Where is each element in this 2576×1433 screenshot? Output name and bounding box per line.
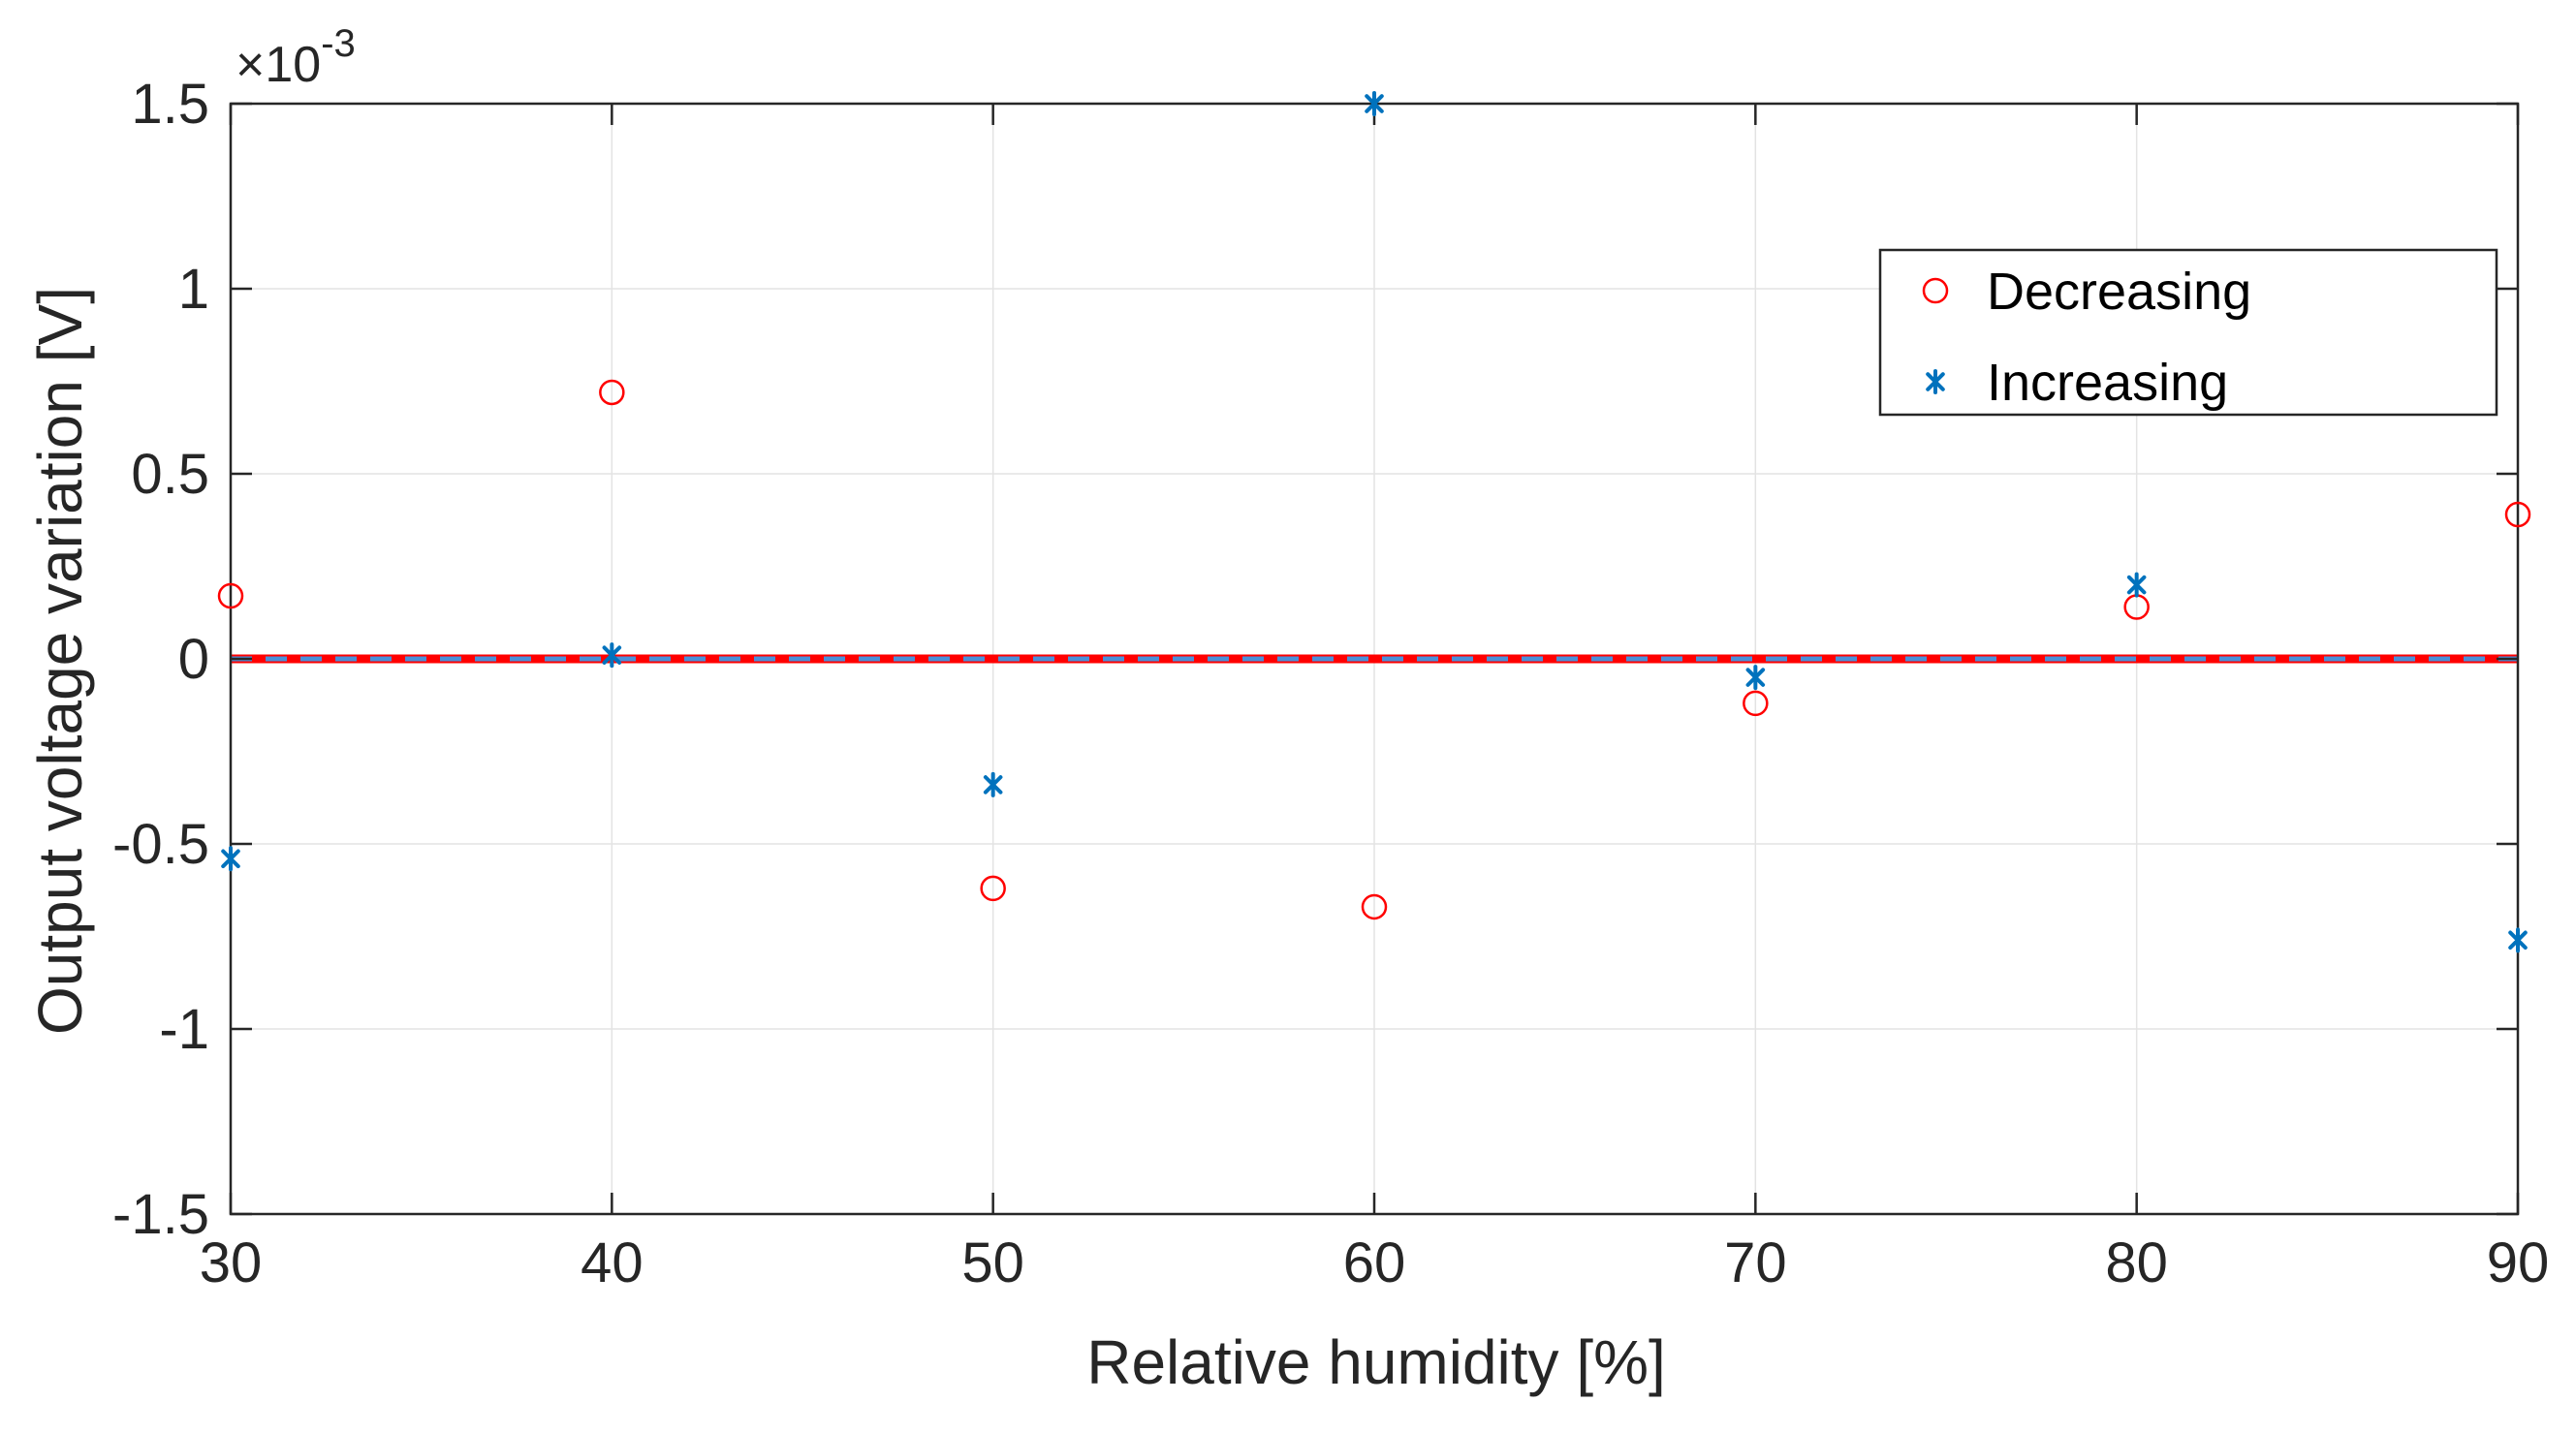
decreasing-point bbox=[599, 379, 625, 406]
x-tick-label: 60 bbox=[1343, 1231, 1406, 1294]
x-tick-label: 50 bbox=[961, 1231, 1024, 1294]
y-tick-label: 0.5 bbox=[131, 443, 209, 506]
y-tick-label: -1 bbox=[159, 998, 209, 1061]
x-axis-label: Relative humidity [%] bbox=[1086, 1327, 1666, 1397]
x-tick-label: 40 bbox=[581, 1231, 644, 1294]
x-tick-label: 90 bbox=[2487, 1231, 2550, 1294]
increasing-point bbox=[221, 846, 240, 872]
y-tick-label: -1.5 bbox=[112, 1183, 209, 1246]
decreasing-legend-label: Decreasing bbox=[1987, 263, 2251, 321]
legend-box bbox=[1878, 248, 2498, 417]
x-tick-label: 30 bbox=[200, 1231, 263, 1294]
y-tick-label: 1 bbox=[178, 258, 209, 321]
legend: Decreasing Increasing bbox=[1878, 248, 2498, 417]
increasing-legend-label: Increasing bbox=[1987, 354, 2228, 412]
decreasing-point bbox=[980, 875, 1006, 902]
increasing-point bbox=[2508, 927, 2528, 953]
y-tick-label: 1.5 bbox=[131, 73, 209, 136]
increasing-point bbox=[1745, 665, 1766, 691]
decreasing-point bbox=[1361, 893, 1388, 920]
decreasing-point bbox=[2504, 501, 2531, 528]
increasing-point bbox=[1365, 91, 1384, 116]
x-tick-label: 80 bbox=[2105, 1231, 2168, 1294]
tick-labels: 30 40 50 60 70 80 90 -1.5 -1 -0.5 0 0.5 1 1.5 bbox=[112, 73, 2549, 1294]
decreasing-point bbox=[217, 582, 244, 609]
y-axis-exponent-power: -3 bbox=[321, 22, 356, 65]
increasing-point bbox=[2126, 572, 2147, 598]
y-axis-exponent-base: ×10 bbox=[236, 37, 321, 93]
increasing-point bbox=[602, 642, 622, 669]
increasing-point bbox=[983, 771, 1003, 797]
y-axis-exponent: ×10-3 bbox=[236, 22, 356, 93]
x-tick-label: 70 bbox=[1724, 1231, 1787, 1294]
y-tick-label: 0 bbox=[178, 628, 209, 691]
decreasing-point bbox=[1743, 690, 1769, 717]
y-axis-label: Output voltage variation [V] bbox=[25, 287, 95, 1035]
y-tick-label: -0.5 bbox=[112, 813, 209, 876]
data-markers bbox=[217, 91, 2531, 953]
decreasing-legend-marker bbox=[1922, 277, 1949, 304]
increasing-legend-marker bbox=[1926, 369, 1945, 394]
